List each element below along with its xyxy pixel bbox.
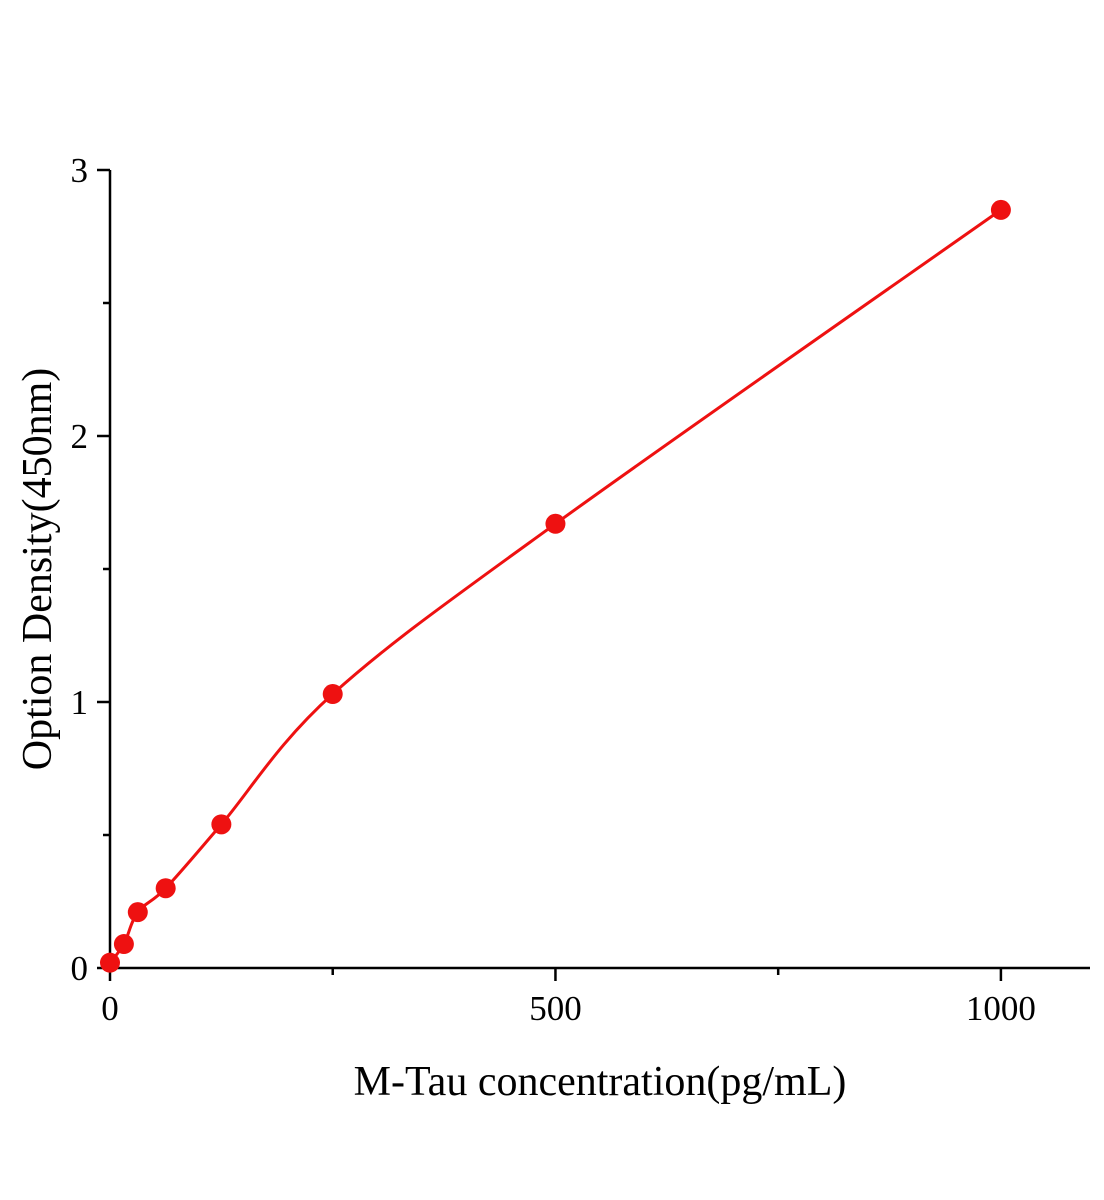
data-point — [545, 513, 566, 534]
y-axis-label: Option Density(450nm) — [15, 367, 61, 771]
x-tick-label: 1000 — [966, 989, 1036, 1028]
data-point — [990, 199, 1011, 220]
y-tick-label: 1 — [71, 683, 89, 722]
x-axis-label: M-Tau concentration(pg/mL) — [353, 1059, 847, 1105]
data-point — [113, 934, 134, 955]
data-point — [322, 684, 343, 705]
y-tick-label: 2 — [71, 417, 89, 456]
data-point — [155, 878, 176, 899]
fit-curve-line — [108, 208, 1003, 965]
data-point — [127, 902, 148, 923]
y-tick-label: 3 — [71, 151, 89, 190]
x-tick-label: 500 — [529, 989, 582, 1028]
y-tick-label: 0 — [71, 949, 89, 988]
x-tick-label: 0 — [101, 989, 119, 1028]
data-point — [211, 814, 232, 835]
data-point — [100, 952, 120, 973]
